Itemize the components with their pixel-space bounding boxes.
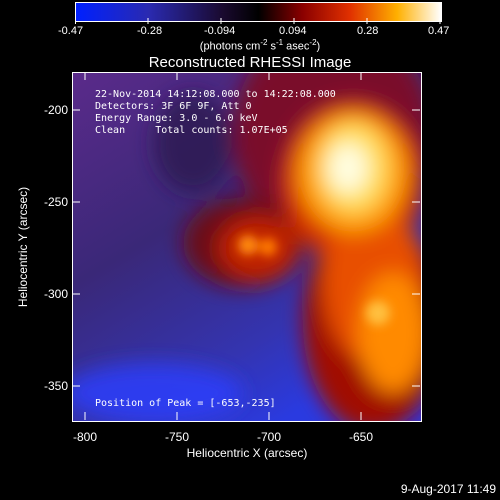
x-tick-label: -700 — [256, 430, 282, 444]
x-axis-label: Heliocentric X (arcsec) — [186, 446, 308, 460]
y-axis-label: Heliocentric Y (arcsec) — [16, 186, 30, 308]
colorbar-tick: 0.094 — [279, 25, 307, 37]
detectors: Detectors: 3F 6F 9F, Att 0 — [95, 101, 252, 112]
observation-info: 22-Nov-2014 14:12:08.000 to 14:22:08.000… — [95, 89, 336, 137]
y-tick-label: -250 — [43, 195, 68, 209]
colorbar-tickmarks — [75, 18, 441, 24]
time-range: 22-Nov-2014 14:12:08.000 to 14:22:08.000 — [95, 89, 336, 100]
rhessi-image: . 22-Nov-2014 14:12:08.000 to 14:22:08.0… — [72, 72, 422, 422]
axis-tickmarks — [72, 72, 420, 420]
rhessi-image-render: . — [73, 73, 421, 421]
clean-total-counts: Clean Total counts: 1.07E+05 — [95, 125, 288, 136]
x-tick-label: -650 — [348, 430, 374, 444]
peak-position: Position of Peak = [-653,-235] — [95, 398, 276, 409]
colorbar-tick: -0.47 — [58, 25, 84, 37]
image-title: Reconstructed RHESSI Image — [148, 54, 352, 71]
y-tick-label: -200 — [43, 103, 68, 117]
colorbar-tick: 0.28 — [357, 25, 379, 37]
colorbar-tick: -0.28 — [137, 25, 163, 37]
x-tick-label: -750 — [164, 430, 190, 444]
colorbar-tick: 0.47 — [428, 25, 450, 37]
x-tick-label: -800 — [72, 430, 98, 444]
colorbar — [75, 2, 442, 22]
energy-range: Energy Range: 3.0 - 6.0 keV — [95, 113, 258, 124]
y-tick-label: -300 — [43, 287, 68, 301]
colorbar-units: (photons cm-2 s-1 asec-2) — [199, 38, 321, 53]
colorbar-gradient — [76, 3, 441, 21]
y-tick-label: -350 — [43, 379, 68, 393]
datestamp: 9-Aug-2017 11:49 — [400, 482, 496, 496]
colorbar-tick: -0.094 — [204, 25, 236, 37]
